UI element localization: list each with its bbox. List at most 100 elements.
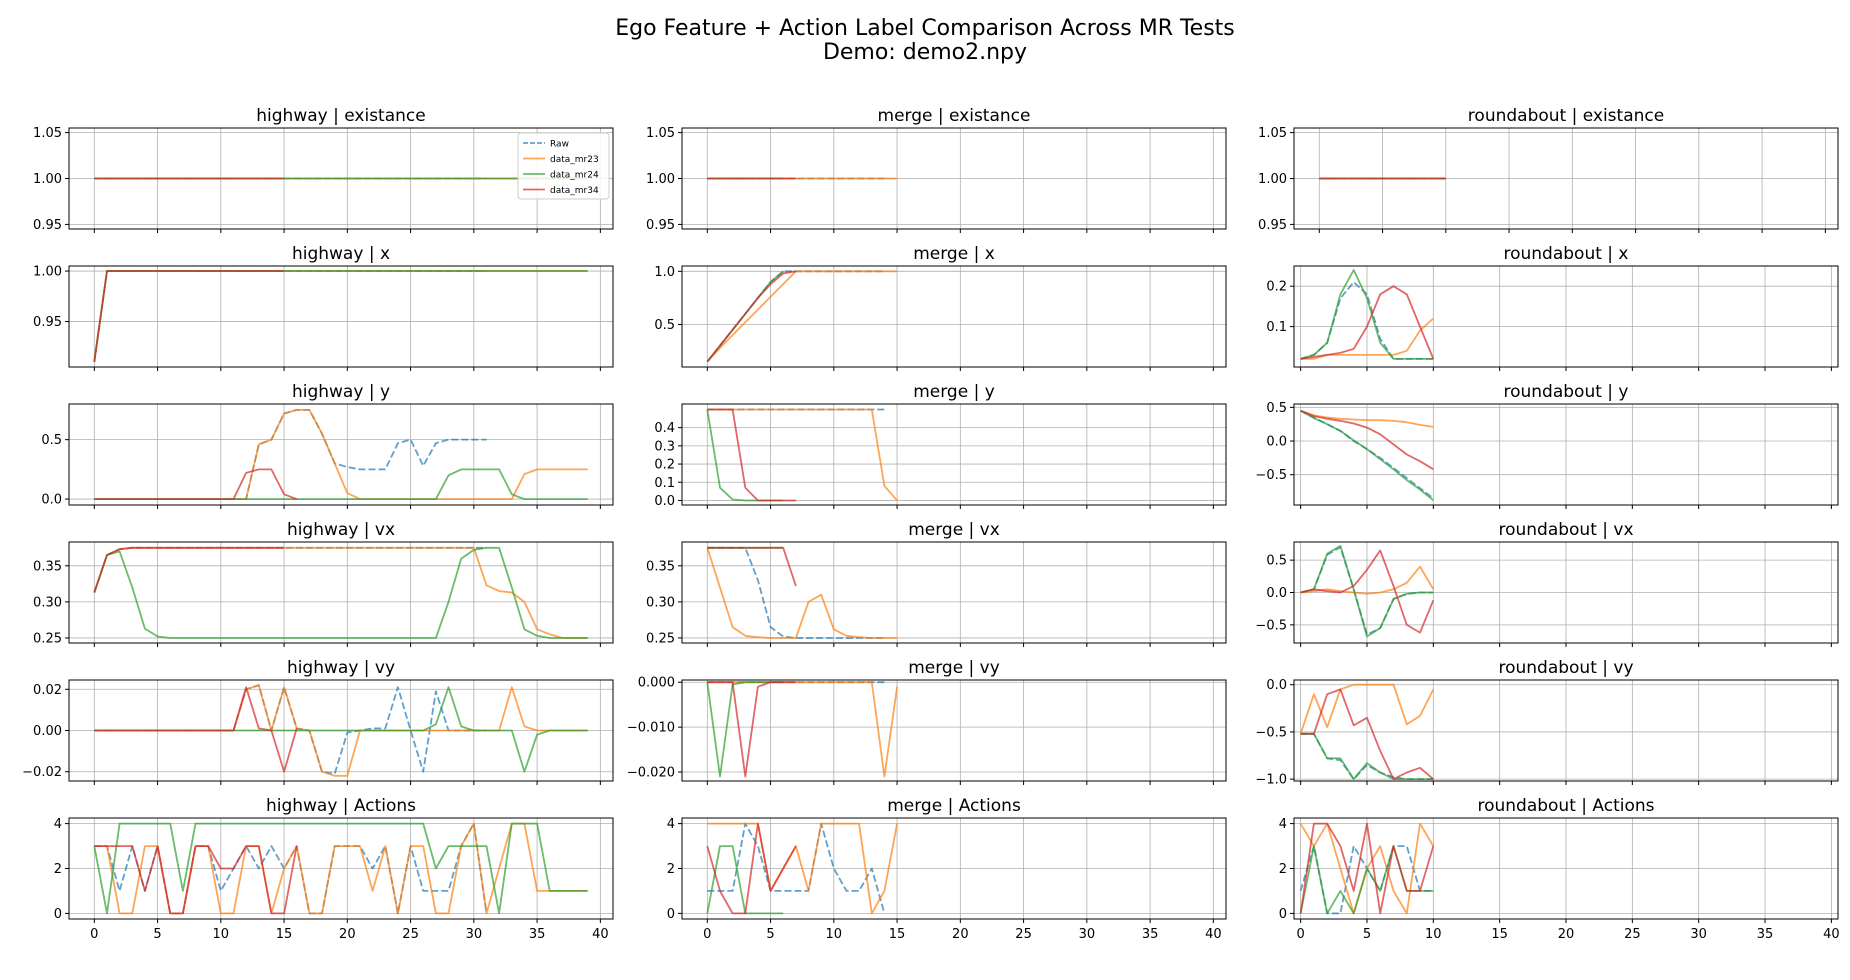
series-line-data-mr34 (706, 822, 797, 915)
y-tick-label: 0.0 (1266, 678, 1287, 693)
y-tick-label: 4 (667, 817, 675, 832)
subplot-highway-existance: highway | existance 0.95 1.00 1.05 Raw data_m… (33, 106, 614, 233)
y-tick-label: 0.30 (33, 595, 62, 610)
y-tick-label: 4 (1279, 817, 1287, 832)
series-line-data-mr34 (94, 845, 298, 915)
series-line-data-mr34 (707, 546, 797, 587)
subplot-highway-x: highway | x 0.95 1.00 (33, 244, 614, 371)
y-tick-label: 0.000 (638, 676, 675, 691)
y-tick-label: 0.0 (1266, 586, 1287, 601)
x-tick-label: 15 (889, 927, 906, 942)
axes-frame (681, 265, 1227, 368)
x-tick-label: 40 (1205, 927, 1222, 942)
series-line-data-mr34 (707, 408, 796, 502)
y-tick-label: 0.25 (646, 631, 675, 646)
subplot-roundabout-existance: roundabout | existance 0.95 1.00 1.05 (1258, 106, 1839, 233)
series-line-data-mr23 (707, 822, 898, 915)
subplot-merge-vy: merge | vy −0.020 −0.010 0.000 (627, 658, 1227, 785)
subplot-title: highway | vy (287, 658, 395, 678)
axes-frame (68, 403, 614, 506)
series-line-data-mr23 (1299, 683, 1435, 735)
y-tick-label: 0.5 (1266, 401, 1287, 416)
x-tick-label: 15 (1491, 927, 1508, 942)
y-tick-label: 1.05 (1258, 126, 1287, 141)
subplot-roundabout-vx: roundabout | vx −0.5 0.0 0.5 (1255, 520, 1839, 647)
subplot-title: highway | x (292, 244, 390, 264)
subplot-roundabout-vy: roundabout | vy −1.0 −0.5 0.0 (1255, 658, 1839, 788)
y-tick-label: 1.05 (646, 126, 675, 141)
y-tick-label: 2 (667, 862, 675, 877)
series-line-data-mr23 (707, 408, 898, 502)
series-group (706, 681, 898, 778)
x-tick-label: 15 (276, 927, 293, 942)
series-group (706, 546, 898, 639)
subplot-merge-actions: merge | Actions 0 5 10 15 20 25 30 35 40 0 2 4 (667, 796, 1227, 942)
x-tick-label: 25 (402, 927, 419, 942)
x-tick-label: 20 (1558, 927, 1575, 942)
series-group (706, 822, 898, 915)
y-tick-label: 0.5 (1266, 554, 1287, 569)
series-group (1300, 545, 1435, 638)
subplot-merge-vx: merge | vx 0.25 0.30 0.35 (646, 520, 1227, 647)
x-tick-label: 40 (1823, 927, 1840, 942)
y-tick-label: 0.02 (33, 683, 62, 698)
y-tick-label: 0.00 (33, 724, 62, 739)
y-tick-label: 1.05 (33, 126, 62, 141)
series-line-data-mr24 (1300, 545, 1434, 638)
subplot-merge-existance: merge | existance 0.95 1.00 1.05 (646, 106, 1227, 233)
y-tick-label: 0 (1279, 907, 1287, 922)
series-line-data-mr34 (1300, 688, 1434, 780)
y-tick-label: 1.0 (654, 265, 675, 280)
series-line-data-mr34 (1300, 409, 1434, 471)
subplot-title: merge | vy (908, 658, 1000, 678)
subplot-title: roundabout | vy (1498, 658, 1633, 678)
y-tick-label: 0.95 (646, 218, 675, 233)
axes-frame (68, 265, 614, 368)
y-tick-label: −0.010 (627, 721, 675, 736)
series-line-data-mr23 (1300, 409, 1434, 428)
x-tick-label: 20 (339, 927, 356, 942)
series-group (93, 270, 588, 363)
y-tick-label: 0.0 (41, 493, 62, 508)
y-tick-label: 0.0 (1266, 435, 1287, 450)
y-tick-label: 0.2 (654, 458, 675, 473)
series-line-data-mr24 (1300, 732, 1434, 780)
subplot-title: highway | existance (256, 106, 425, 126)
series-line-data-mr23 (707, 681, 898, 778)
y-tick-label: 0.95 (1258, 218, 1287, 233)
series-group (1300, 409, 1434, 501)
y-tick-label: 0.30 (646, 595, 675, 610)
series-line-data-mr23 (706, 270, 898, 363)
x-tick-label: 25 (1015, 927, 1032, 942)
y-tick-label: 0 (667, 907, 675, 922)
y-tick-label: 2 (54, 862, 62, 877)
x-tick-label: 5 (1363, 927, 1371, 942)
subplot-title: merge | Actions (887, 796, 1021, 816)
x-tick-label: 30 (1079, 927, 1096, 942)
subplot-title: merge | existance (878, 106, 1031, 126)
series-group (1299, 683, 1435, 780)
y-tick-label: −1.0 (1255, 773, 1287, 788)
series-line-data-mr34 (93, 546, 285, 593)
series-line-data-mr34 (1300, 285, 1435, 360)
y-tick-label: 1.00 (646, 172, 675, 187)
subplot-roundabout-y: roundabout | y −0.5 0.0 0.5 (1255, 382, 1839, 509)
y-tick-label: 0.5 (654, 318, 675, 333)
x-tick-label: 30 (1690, 927, 1707, 942)
subplot-merge-x: merge | x 0.5 1.0 (654, 244, 1227, 371)
x-tick-label: 0 (703, 927, 711, 942)
y-tick-label: 0.4 (654, 421, 675, 436)
y-tick-label: −0.020 (627, 766, 675, 781)
subplot-grid: highway | existance0.951.001.05Rawdata_m… (22, 106, 1839, 942)
x-tick-label: 0 (1296, 927, 1304, 942)
y-tick-label: 0.1 (1266, 320, 1287, 335)
series-group (93, 546, 588, 639)
subplot-title: highway | vx (287, 520, 395, 540)
y-tick-label: 0.95 (33, 218, 62, 233)
figure-subtitle: Demo: demo2.npy (823, 40, 1027, 65)
series-line-data-mr23 (706, 547, 898, 639)
axes-frame (681, 541, 1227, 644)
x-tick-label: 35 (1142, 927, 1159, 942)
